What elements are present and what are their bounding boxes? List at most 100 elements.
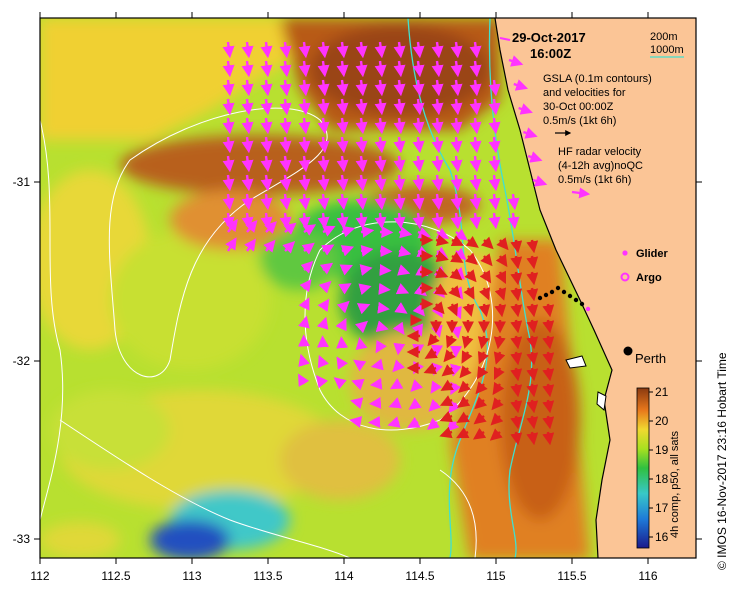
velocity-arrow [450, 98, 463, 116]
hf-arrow [510, 271, 523, 286]
glider-legend-icon [622, 250, 628, 256]
velocity-arrow [336, 174, 349, 192]
hf-arrow [526, 239, 539, 254]
velocity-arrow [469, 79, 482, 97]
velocity-arrow [450, 117, 463, 135]
velocity-arrow [222, 174, 235, 192]
colorbar-ticks: 21 20 19 18 17 16 [649, 385, 669, 544]
velocity-arrow [336, 356, 349, 370]
hf-arrow [458, 380, 471, 393]
velocity-arrow [279, 174, 292, 192]
hf-arrow [427, 333, 440, 347]
hf-arrow [439, 426, 453, 439]
hf-arrow [510, 239, 523, 254]
hf-arrow [510, 367, 523, 382]
depth-1000m-label: 1000m [650, 44, 684, 56]
velocity-arrow [263, 239, 276, 253]
velocity-arrow [488, 79, 501, 97]
velocity-arrow [241, 98, 254, 116]
velocity-arrow [431, 212, 444, 230]
hf-arrow [473, 412, 487, 425]
velocity-arrow [298, 315, 310, 329]
velocity-arrow [279, 79, 292, 97]
hf-arrow [477, 335, 490, 350]
velocity-arrow [374, 212, 387, 230]
velocity-arrow [298, 41, 311, 59]
hf-arrow [456, 427, 470, 439]
hf-arrow [542, 415, 555, 430]
velocity-arrow [379, 263, 392, 276]
velocity-arrow [431, 155, 444, 173]
sst-field [40, 18, 696, 558]
velocity-arrow [469, 193, 482, 211]
velocity-arrow [317, 98, 330, 116]
hf-arrow [542, 303, 555, 318]
velocity-arrow [360, 244, 374, 257]
argo-legend-label: Argo [636, 272, 662, 284]
hf-arrow [463, 286, 475, 300]
y-tick-label: -31 [13, 175, 31, 189]
velocity-arrow [375, 340, 387, 354]
velocity-arrow [393, 79, 406, 97]
hf-arrow [435, 234, 450, 247]
colorbar [636, 387, 650, 549]
velocity-arrow [336, 136, 349, 154]
hf-arrow [435, 250, 449, 263]
velocity-arrow [408, 397, 422, 410]
hf-arrow [447, 302, 459, 317]
velocity-arrow [377, 301, 390, 314]
velocity-arrow [279, 155, 292, 173]
x-tick-label: 115 [486, 569, 505, 583]
hf-arrow [493, 335, 506, 350]
velocity-arrow [260, 60, 273, 78]
gsla-legend-line3: 30-Oct 00:00Z [543, 101, 614, 113]
velocity-arrow [398, 245, 412, 257]
velocity-arrow [222, 98, 235, 116]
hf-arrow [542, 431, 555, 446]
hf-arrow [480, 236, 494, 250]
velocity-arrow [374, 79, 387, 97]
hf-arrow [478, 303, 491, 318]
velocity-arrow [374, 136, 387, 154]
hf-arrow [461, 350, 473, 364]
colorbar-tick-label: 17 [655, 501, 669, 515]
velocity-arrow [222, 60, 235, 78]
hf-arrow [526, 383, 539, 398]
velocity-arrow [241, 174, 254, 192]
velocity-arrow [321, 244, 335, 256]
hf-arrow [526, 319, 539, 334]
velocity-arrow [298, 193, 311, 211]
velocity-arrow [412, 41, 425, 59]
velocity-arrow [374, 98, 387, 116]
hf-arrow [489, 428, 503, 441]
velocity-arrow [395, 283, 410, 295]
velocity-arrow [431, 79, 444, 97]
rottnest-island [565, 355, 587, 369]
date-arrow [499, 37, 511, 41]
hf-arrow [456, 411, 470, 423]
velocity-arrow [355, 136, 368, 154]
hf-arrow [472, 427, 487, 440]
hf-arrow [423, 362, 437, 375]
hf-arrow [432, 301, 445, 315]
velocity-arrow [488, 193, 501, 211]
velocity-arrow [298, 98, 311, 116]
velocity-arrow [355, 41, 368, 59]
velocity-arrow [225, 218, 238, 233]
hf-arrow [510, 303, 523, 318]
velocity-arrow [431, 60, 444, 78]
hf-legend-scale: 0.5m/s (1kt 6h) [558, 174, 631, 186]
velocity-arrow [298, 174, 311, 192]
velocity-arrow [350, 397, 364, 410]
velocity-arrow [241, 155, 254, 173]
velocity-arrow [302, 224, 317, 236]
argo-legend-icon [620, 272, 630, 282]
velocity-arrow [355, 337, 368, 350]
velocity-arrow [241, 136, 254, 154]
velocity-arrow [469, 98, 482, 116]
hf-arrow [448, 285, 461, 299]
velocity-arrow [241, 79, 254, 97]
hf-scale-arrow [571, 187, 591, 199]
velocity-arrow [412, 136, 425, 154]
x-tick-label: 115.5 [557, 569, 586, 583]
